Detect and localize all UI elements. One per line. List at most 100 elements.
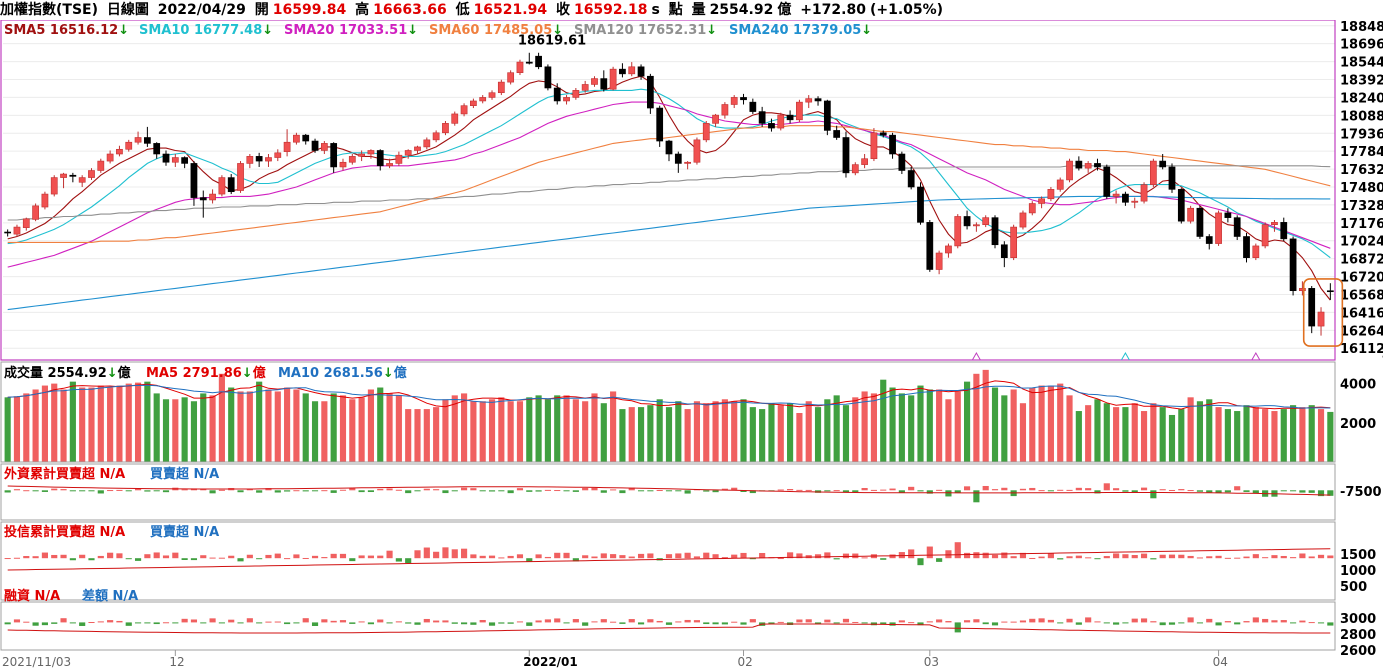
- volume-bar: [1187, 397, 1194, 462]
- margin-bar: [619, 622, 626, 624]
- margin-bar: [749, 619, 756, 623]
- margin-bar: [824, 619, 831, 623]
- margin-bar: [125, 622, 132, 626]
- ma-line-sma120: [7, 165, 1331, 221]
- trust-bar: [162, 555, 170, 559]
- candle-body: [823, 100, 831, 131]
- candle-body: [460, 105, 468, 115]
- volume-bar: [731, 401, 738, 462]
- candle-body: [851, 164, 859, 174]
- candle-body: [879, 132, 887, 136]
- foreign-bar: [414, 490, 421, 492]
- volume-bar: [162, 399, 170, 462]
- foreign-bar: [749, 490, 756, 494]
- margin-bar: [768, 622, 775, 625]
- trust-bar: [88, 558, 95, 561]
- event-marker: [971, 351, 981, 361]
- candle-body: [1056, 179, 1064, 190]
- candle-body: [609, 68, 617, 90]
- trust-bar: [712, 554, 719, 559]
- candle-body: [572, 90, 580, 98]
- trust-bar: [1308, 556, 1315, 559]
- trust-bar: [880, 558, 887, 560]
- stock-chart[interactable]: 18848 18696 18544 18392 18240 18088 17936 17784…: [0, 20, 1383, 670]
- trust-bar: [535, 554, 542, 559]
- legend-entry: 成交量 2554.92↓億: [4, 365, 131, 381]
- trust-bar: [153, 552, 160, 559]
- foreign-bar: [721, 488, 728, 491]
- volume-bar: [144, 381, 151, 462]
- price-tick-label: 16720: [1340, 271, 1383, 286]
- foreign-bar: [665, 490, 673, 492]
- volume-bar: [88, 387, 95, 462]
- trust-bar: [488, 555, 496, 559]
- margin-bar: [898, 620, 905, 623]
- margin-bar: [721, 622, 728, 625]
- open-label: 開: [254, 2, 269, 18]
- volume-bar: [181, 397, 188, 462]
- volume-bar: [228, 387, 235, 462]
- foreign-bar: [1159, 489, 1166, 491]
- candle-body: [1196, 207, 1204, 237]
- foreign-bar: [554, 490, 561, 492]
- volume-bar: [134, 382, 142, 462]
- candle-body: [1299, 288, 1306, 292]
- price-tick-label: 17936: [1340, 127, 1383, 142]
- trust-bar: [395, 558, 402, 562]
- volume-bar: [563, 395, 570, 462]
- volume-bar: [470, 401, 477, 462]
- legend-entry: 融資 N/A: [4, 588, 60, 604]
- volume-bar: [1299, 407, 1306, 462]
- trust-bar: [377, 555, 384, 559]
- volume-bar: [954, 391, 961, 462]
- trust-bar: [954, 542, 961, 559]
- trust-bar: [181, 558, 188, 561]
- legend-suffix: 億: [253, 365, 266, 381]
- margin-bar: [982, 622, 989, 625]
- x-tick-label: 2021/11/03: [2, 655, 71, 669]
- margin-bar: [414, 622, 421, 625]
- foreign-bar: [60, 489, 67, 491]
- margin-bar: [777, 621, 784, 623]
- foreign-bar: [32, 490, 39, 492]
- trust-bar: [1113, 553, 1120, 559]
- margin-bar: [433, 620, 440, 623]
- volume-bar: [209, 395, 216, 462]
- foreign-bar: [358, 490, 365, 493]
- margin-bar: [563, 622, 570, 624]
- volume-bar: [591, 393, 598, 462]
- close-label: 收: [555, 2, 570, 18]
- foreign-bar: [1243, 490, 1250, 492]
- legend-arrow: ↓: [861, 23, 872, 38]
- legend-label: 買賣超 N/A: [150, 466, 219, 482]
- candle-body: [423, 139, 431, 148]
- foreign-bar: [656, 490, 663, 492]
- trust-bar: [1215, 555, 1222, 559]
- foreign-bar: [405, 490, 412, 494]
- candle-body: [60, 173, 67, 178]
- volume-bar: [507, 401, 514, 462]
- margin-bar: [693, 620, 701, 623]
- foreign-bar: [703, 490, 710, 492]
- margin-bar: [610, 621, 617, 623]
- legend-entry: 買賣超 N/A: [150, 466, 219, 482]
- candle-body: [1149, 160, 1157, 185]
- margin-bar: [144, 622, 151, 624]
- foreign-bar: [51, 488, 58, 491]
- volume-bar: [908, 395, 915, 462]
- foreign-bar: [880, 489, 887, 491]
- trust-bar: [796, 553, 803, 559]
- foreign-bar: [479, 490, 486, 492]
- margin-bar: [1290, 622, 1297, 624]
- legend-entry: SMA20 17033.51↓: [284, 23, 418, 38]
- trust-bar: [554, 552, 561, 559]
- trust-bar: [787, 552, 794, 559]
- trust-tick-label: 500: [1340, 580, 1367, 595]
- candle-body: [935, 252, 943, 270]
- trust-bar: [293, 554, 300, 559]
- foreign-bar: [144, 490, 151, 492]
- candle-body: [1094, 163, 1101, 168]
- margin-bar: [1010, 621, 1017, 623]
- low-label: 低: [455, 2, 470, 18]
- margin-bar: [1075, 622, 1082, 625]
